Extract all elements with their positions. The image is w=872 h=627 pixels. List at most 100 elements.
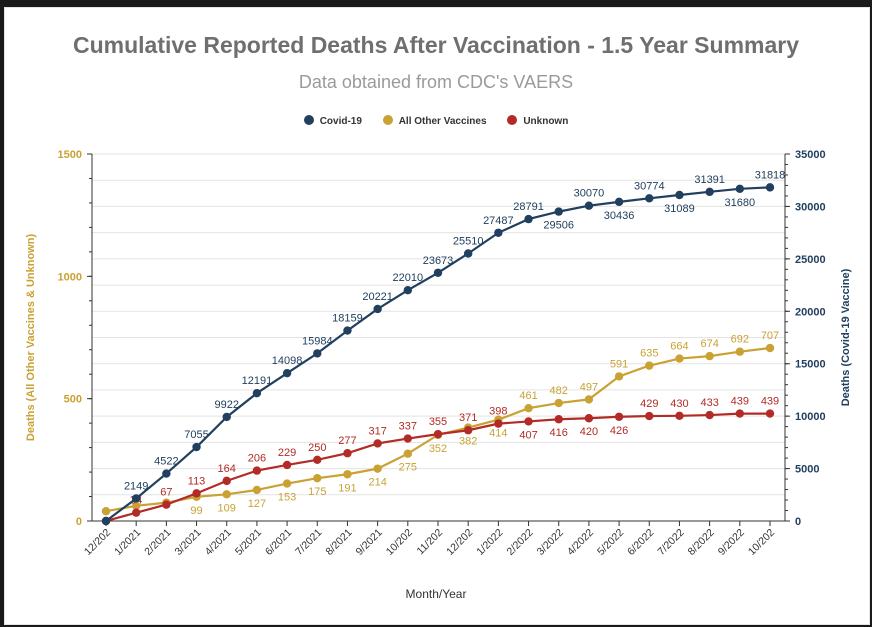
right-tick-label: 25000 — [795, 254, 826, 266]
data-label-covid: 2149 — [124, 480, 148, 492]
data-label-covid: 31089 — [664, 203, 695, 215]
chart-card — [4, 7, 870, 625]
data-point-other — [645, 361, 654, 370]
data-label-other: 635 — [640, 348, 658, 360]
data-point-other — [222, 490, 231, 499]
right-tick-label: 15000 — [795, 359, 826, 371]
data-point-unknown — [735, 409, 745, 418]
data-label-covid: 31818 — [755, 169, 786, 181]
data-label-covid: 14098 — [272, 355, 303, 367]
data-point-unknown — [463, 426, 473, 435]
data-point-unknown — [494, 419, 503, 428]
data-point-covid — [584, 201, 594, 210]
data-label-covid: 23673 — [423, 255, 454, 267]
data-label-covid: 20221 — [362, 291, 393, 303]
x-tick-label: 12/202 — [444, 527, 475, 558]
data-point-other — [343, 470, 352, 479]
data-point-covid — [524, 214, 533, 224]
legend-item-unknown[interactable]: Unknown — [507, 115, 568, 127]
data-point-covid — [403, 286, 413, 295]
x-tick-label: 10/202 — [384, 527, 415, 558]
data-label-unknown: 433 — [700, 397, 718, 409]
data-label-unknown: 398 — [489, 406, 507, 418]
data-point-covid — [373, 304, 382, 314]
data-point-other — [101, 507, 111, 516]
data-label-unknown: 317 — [368, 425, 386, 437]
data-label-covid: 31680 — [725, 197, 756, 209]
x-tick-label: 8/2022 — [686, 527, 717, 558]
left-axis-title: Deaths (All Other Vaccines & Unknown) — [25, 234, 37, 442]
data-point-unknown — [584, 414, 594, 423]
data-label-unknown: 355 — [429, 416, 447, 428]
data-label-other: 591 — [610, 358, 628, 370]
data-label-other: 214 — [368, 477, 386, 489]
data-label-unknown: 337 — [399, 421, 417, 433]
data-label-covid: 15984 — [302, 335, 333, 347]
data-label-other: 109 — [218, 502, 236, 514]
data-point-unknown — [765, 409, 775, 418]
data-point-unknown — [403, 434, 413, 443]
data-point-covid — [554, 207, 563, 216]
data-label-other: 175 — [308, 486, 326, 498]
x-axis-title: Month/Year — [405, 587, 467, 601]
x-tick-label: 12/202 — [82, 527, 113, 558]
data-label-other: 707 — [761, 330, 779, 342]
right-tick-label: 10000 — [795, 411, 826, 423]
legend-marker-unknown — [507, 115, 518, 125]
left-tick-label: 1500 — [58, 149, 82, 161]
x-tick-label: 1/2021 — [112, 527, 143, 558]
data-point-other — [252, 485, 262, 495]
data-label-other: 382 — [459, 436, 477, 448]
data-point-covid — [282, 368, 292, 378]
legend-item-covid[interactable]: Covid-19 — [303, 115, 362, 127]
chart-subtitle: Data obtained from CDC's VAERS — [298, 72, 574, 92]
data-label-unknown: 67 — [160, 487, 172, 499]
data-label-other: 414 — [489, 428, 507, 440]
data-label-covid: 22010 — [393, 272, 424, 284]
data-point-covid — [192, 442, 201, 452]
data-label-covid: 28791 — [513, 201, 544, 213]
legend-label-covid: Covid-19 — [319, 116, 362, 127]
data-label-unknown: 416 — [550, 427, 568, 439]
chart-title: Cumulative Reported Deaths After Vaccina… — [72, 32, 800, 58]
data-point-other — [313, 473, 322, 483]
x-tick-label: 4/2021 — [203, 527, 234, 558]
data-point-other — [282, 479, 292, 488]
data-point-covid — [313, 349, 322, 358]
legend-marker-covid — [303, 115, 314, 125]
data-label-covid: 4522 — [154, 456, 178, 468]
legend-label-unknown: Unknown — [523, 116, 569, 127]
right-axis-title: Deaths (Covid-19 Vaccine) — [840, 268, 852, 406]
data-label-covid: 29506 — [543, 220, 574, 232]
x-tick-label: 3/2021 — [172, 527, 203, 558]
x-tick-label: 9/2021 — [354, 527, 385, 558]
data-point-unknown — [675, 411, 684, 420]
legend-item-other-vaccines[interactable]: All Other Vaccines — [382, 115, 487, 127]
data-label-covid: 12191 — [242, 375, 273, 387]
x-tick-label: 7/2021 — [293, 527, 324, 558]
right-tick-label: 5000 — [795, 464, 819, 476]
x-tick-label: 3/2022 — [535, 527, 566, 558]
right-tick-label: 35000 — [795, 149, 826, 161]
data-label-covid: 30436 — [604, 210, 635, 222]
data-point-covid — [252, 388, 262, 398]
x-tick-label: 7/2022 — [655, 527, 686, 558]
data-label-unknown: 407 — [519, 429, 537, 441]
data-label-unknown: 420 — [580, 426, 598, 438]
x-tick-label: 9/2022 — [716, 527, 747, 558]
data-point-other — [403, 449, 413, 458]
x-tick-label: 1/2022 — [474, 527, 505, 558]
left-tick-label: 500 — [64, 394, 82, 406]
data-label-covid: 27487 — [483, 215, 514, 227]
data-label-unknown: 430 — [670, 398, 688, 410]
x-tick-label: 4/2022 — [565, 527, 596, 558]
data-label-unknown: 206 — [248, 453, 266, 465]
x-tick-label: 6/2021 — [263, 527, 294, 558]
x-tick-label: 5/2021 — [233, 527, 264, 558]
data-point-covid — [433, 268, 443, 277]
data-point-unknown — [645, 411, 654, 421]
data-point-unknown — [373, 439, 382, 448]
data-point-unknown — [131, 508, 141, 517]
data-point-other — [735, 347, 745, 356]
data-label-unknown: 113 — [188, 475, 206, 487]
